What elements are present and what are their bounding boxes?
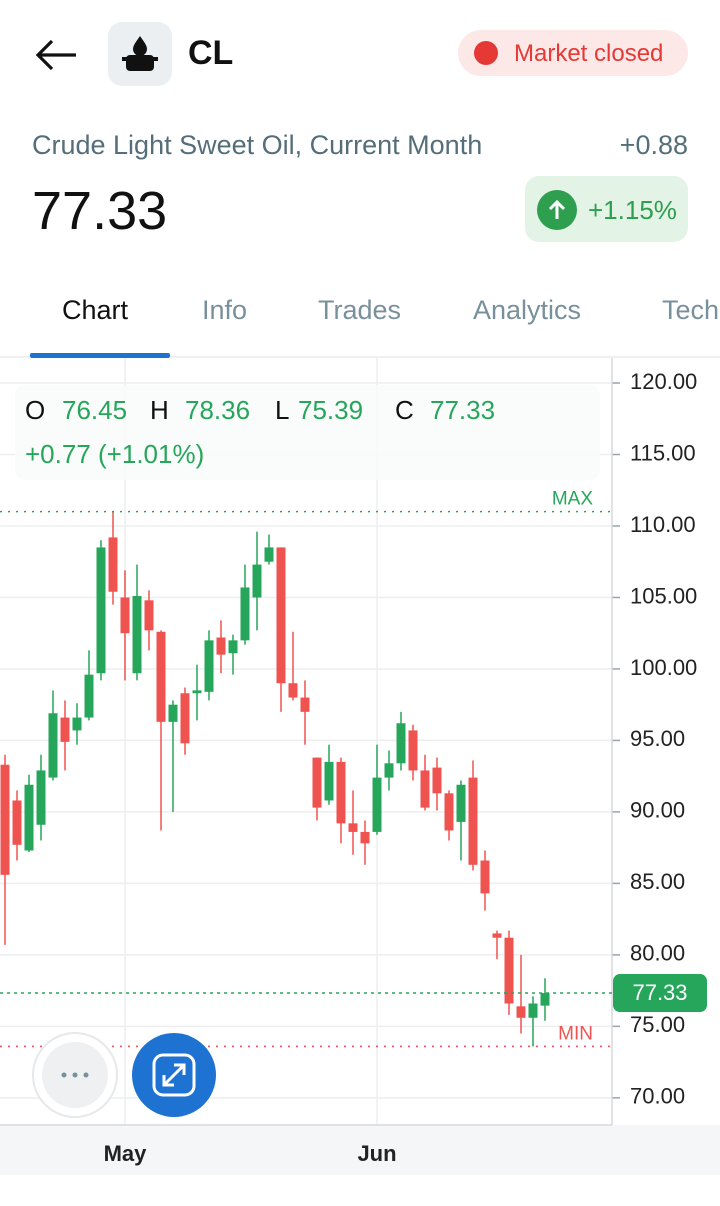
candle-body <box>252 564 262 598</box>
instrument-name: Crude Light Sweet Oil, Current Month <box>32 130 483 160</box>
y-tick-label: 80.00 <box>630 941 685 966</box>
ohlc-value: 75.39 <box>298 395 363 425</box>
ohlc-value: 76.45 <box>62 395 127 425</box>
candle-body <box>408 730 418 771</box>
candle-body <box>480 860 490 894</box>
symbol: CL <box>188 34 234 72</box>
ohlc-value: 78.36 <box>185 395 250 425</box>
candle-body <box>84 674 94 718</box>
candle-body <box>528 1003 538 1018</box>
candle-body <box>516 1006 526 1018</box>
last-price-tag <box>613 974 707 1013</box>
candle-body <box>60 717 70 742</box>
tab-divider <box>0 356 720 358</box>
candle-body <box>24 784 34 851</box>
candle-body <box>72 717 82 731</box>
candle-body <box>144 600 154 631</box>
tab[interactable]: Info <box>202 295 248 325</box>
candle-body <box>300 697 310 712</box>
y-tick-label: 85.00 <box>630 869 685 894</box>
ohlc-label: L <box>275 395 289 425</box>
candle-body <box>336 761 346 824</box>
ohlc-label: O <box>25 395 45 425</box>
ohlc-value: 77.33 <box>430 395 495 425</box>
percent-badge: +1.15% <box>525 176 688 242</box>
symbol-icon <box>108 22 172 86</box>
candle-body <box>504 937 514 1004</box>
tab[interactable]: Analytics <box>473 295 582 325</box>
x-tick-label: May <box>104 1141 148 1166</box>
tab-indicator <box>30 353 170 358</box>
candle-body <box>276 547 286 684</box>
y-tick-label: 70.00 <box>630 1084 685 1109</box>
ohlc-label: H <box>150 395 169 425</box>
candle-body <box>288 683 298 698</box>
tab[interactable]: Trades <box>318 295 402 325</box>
y-tick-label: 75.00 <box>630 1012 685 1037</box>
candle-body <box>360 831 370 844</box>
candle-body <box>120 597 130 634</box>
candle-body <box>396 723 406 764</box>
market-status: Market closed <box>458 30 688 76</box>
candle-body <box>0 764 10 875</box>
candle-body <box>444 793 454 831</box>
candle-body <box>468 777 478 865</box>
candle-body <box>96 547 106 674</box>
candle-body <box>204 640 214 692</box>
chart: 70.00 75.00 80.00 85.00 90.00 95.00 100.00 105.… <box>0 358 720 1175</box>
ohlc-change: +0.77 (+1.01%) <box>25 439 204 469</box>
candle-body <box>168 704 178 722</box>
price-change: +0.88 <box>619 130 688 160</box>
candle-body <box>432 767 442 794</box>
y-tick-label: 115.00 <box>630 440 696 465</box>
candle-body <box>180 693 190 744</box>
min-label: MIN <box>558 1023 593 1044</box>
tab[interactable]: Technicals <box>662 295 720 325</box>
status-text: Market closed <box>514 40 664 67</box>
candle-body <box>192 690 202 694</box>
x-tick-label: Jun <box>357 1141 396 1166</box>
back-button[interactable] <box>34 38 78 72</box>
candle-body <box>312 757 322 808</box>
candle-body <box>12 800 22 845</box>
candle-body <box>156 631 166 722</box>
candle-body <box>48 713 58 778</box>
price: 77.33 <box>32 181 168 241</box>
more-button[interactable] <box>32 1032 118 1118</box>
candle-body <box>456 784 466 822</box>
max-label: MAX <box>552 489 594 510</box>
candle-body <box>348 823 358 832</box>
percent-text: +1.15% <box>588 195 677 225</box>
y-tick-label: 120.00 <box>630 369 697 394</box>
candle-body <box>540 993 550 1006</box>
y-tick-label: 90.00 <box>630 798 685 823</box>
candle-body <box>240 587 250 641</box>
candle-body <box>264 547 274 562</box>
y-tick-label: 95.00 <box>630 726 685 751</box>
expand-button[interactable] <box>132 1033 216 1117</box>
y-tick-label: 110.00 <box>630 512 696 537</box>
candle-body <box>372 777 382 832</box>
candle-body <box>132 596 142 674</box>
y-tick-label: 100.00 <box>630 655 697 680</box>
candle-body <box>492 933 502 938</box>
ohlc-label: C <box>395 395 414 425</box>
candle-body <box>420 770 430 808</box>
candle-body <box>324 761 334 801</box>
candle-body <box>228 640 238 654</box>
candle-body <box>216 637 226 655</box>
last-price-label: 77.33 <box>632 980 687 1005</box>
candle-body <box>36 770 46 825</box>
y-tick-label: 105.00 <box>630 583 697 608</box>
tab[interactable]: Chart <box>62 295 129 325</box>
candle-body <box>384 763 394 778</box>
candle-body <box>108 537 118 592</box>
